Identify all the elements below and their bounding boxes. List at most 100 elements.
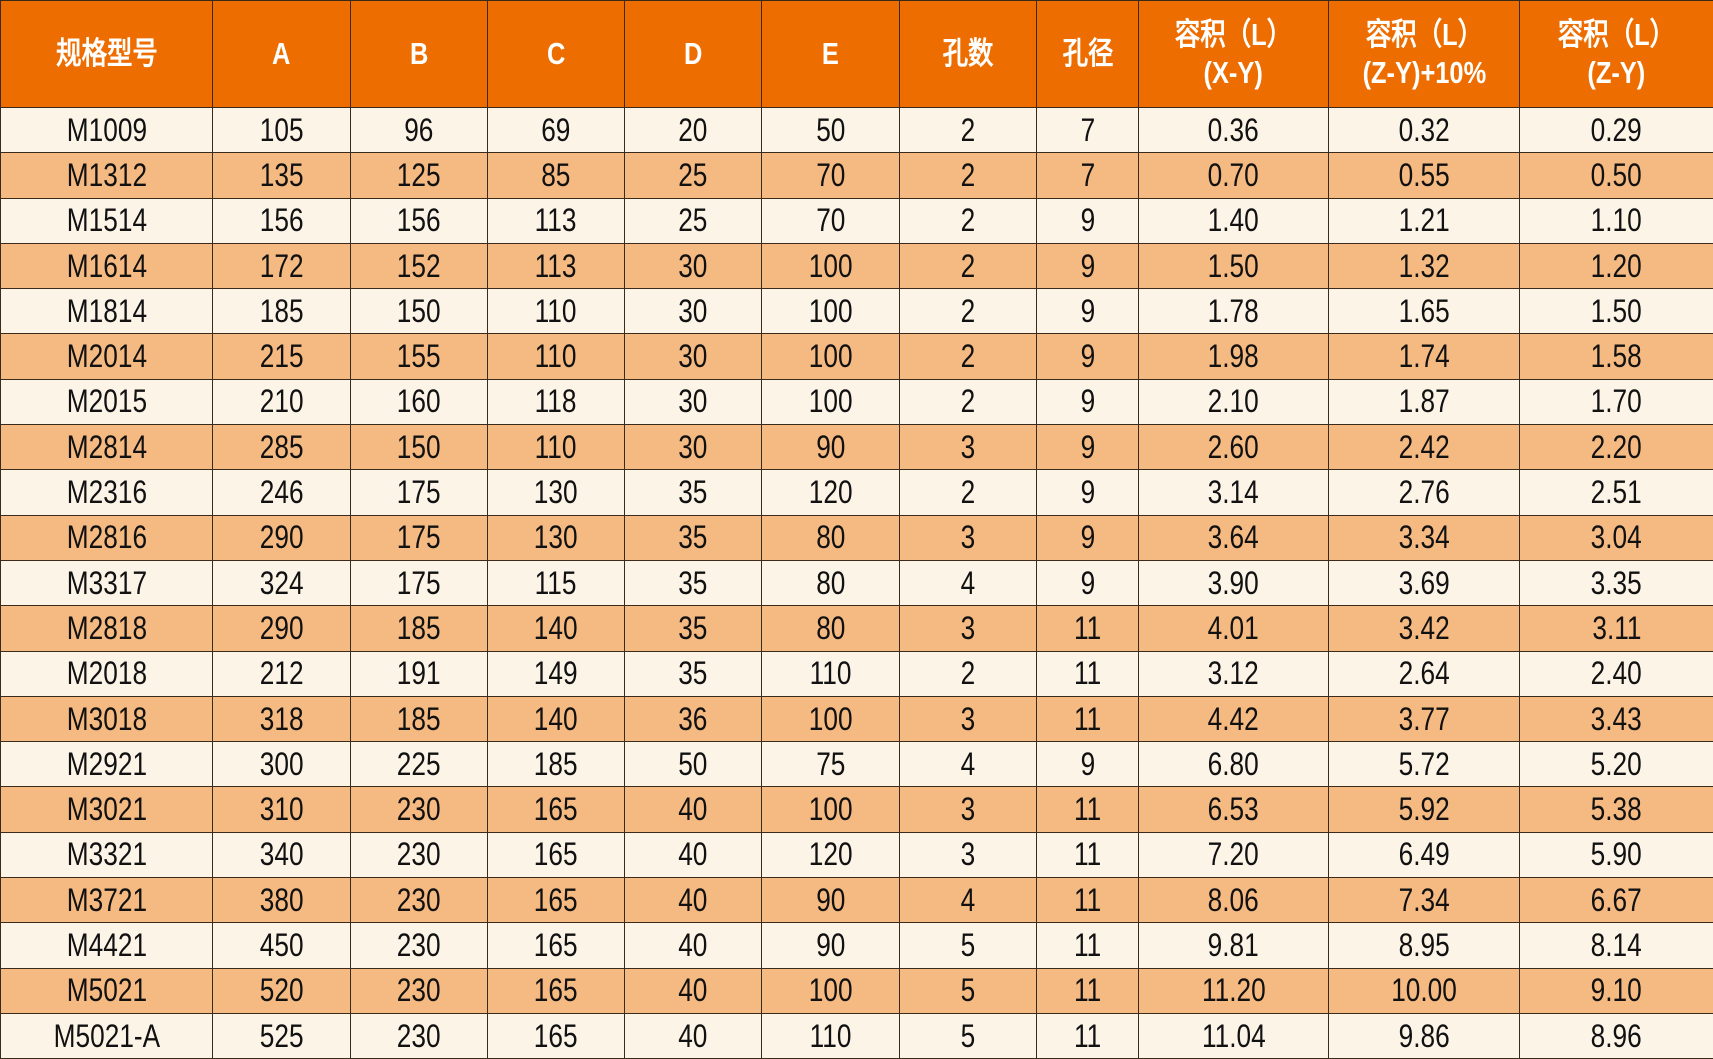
table-row: M2014 215 155 110 30 100 2 9 1.98 1.74 1.58 xyxy=(0,333,1713,380)
table-cell: 230 xyxy=(350,1012,488,1059)
cell-value: 1.65 xyxy=(1398,292,1450,329)
table-cell: 90 xyxy=(761,922,900,969)
table-cell: 9.86 xyxy=(1328,1012,1520,1059)
table-cell: 8.14 xyxy=(1519,922,1713,969)
table-cell: 3 xyxy=(899,605,1037,652)
table-cell: 1.87 xyxy=(1328,378,1520,426)
table-cell: 1.65 xyxy=(1328,288,1520,335)
cell-value: 9.81 xyxy=(1207,926,1260,963)
cell-value: 115 xyxy=(535,564,577,601)
column-header: 孔径 xyxy=(1036,0,1139,108)
cell-value: 3.42 xyxy=(1398,609,1450,646)
table-cell: 230 xyxy=(350,877,488,924)
table-cell: 70 xyxy=(761,152,900,199)
cell-value: 3.90 xyxy=(1207,564,1260,601)
cell-value: 3 xyxy=(960,836,976,873)
table-cell: 3.90 xyxy=(1138,559,1329,607)
table-cell: 9 xyxy=(1036,514,1139,561)
table-cell: 40 xyxy=(624,877,762,924)
cell-value: 135 xyxy=(259,156,304,193)
cell-value: 324 xyxy=(259,564,304,601)
table-cell: 230 xyxy=(350,831,488,879)
table-cell: 7 xyxy=(1036,106,1139,154)
table-cell: 5 xyxy=(899,1012,1037,1059)
table-cell: 0.55 xyxy=(1328,152,1520,199)
cell-value: 2 xyxy=(960,156,976,193)
cell-value: 8.06 xyxy=(1207,881,1260,918)
table-cell: 9 xyxy=(1036,288,1139,335)
table-cell: 2 xyxy=(899,333,1037,380)
table-cell: 165 xyxy=(487,967,625,1014)
cell-value: 1.70 xyxy=(1590,383,1643,420)
table-cell: 230 xyxy=(350,922,488,969)
table-cell: 90 xyxy=(761,877,900,924)
table-cell: 9 xyxy=(1036,559,1139,607)
table-cell: 35 xyxy=(624,514,762,561)
table-row: M5021-A 525 230 165 40 110 5 11 11.04 9.86 8.96 xyxy=(0,1012,1713,1059)
cell-value: 140 xyxy=(534,700,578,737)
table-cell: 1.21 xyxy=(1328,197,1520,244)
cell-value: 30 xyxy=(678,338,708,375)
cell-value: 100 xyxy=(808,338,853,375)
table-cell: 175 xyxy=(350,469,488,516)
table-cell: 100 xyxy=(761,288,900,335)
table-cell: 90 xyxy=(761,424,900,471)
cell-value: 30 xyxy=(678,292,708,329)
table-cell: 185 xyxy=(212,288,351,335)
table-cell: 35 xyxy=(624,605,762,652)
table-cell: M3721 xyxy=(0,877,213,924)
table-cell: 6.67 xyxy=(1519,877,1713,924)
cell-value: 10.00 xyxy=(1391,972,1457,1009)
table-cell: 120 xyxy=(761,831,900,879)
table-cell: 149 xyxy=(487,650,625,697)
cell-value: 0.29 xyxy=(1590,111,1643,148)
cell-value: 2.40 xyxy=(1590,655,1643,692)
cell-value: M2316 xyxy=(66,474,147,511)
cell-value: 1.20 xyxy=(1590,247,1643,284)
table-cell: 3 xyxy=(899,831,1037,879)
cell-value: M3021 xyxy=(66,791,147,828)
table-cell: 80 xyxy=(761,559,900,607)
cell-value: M3317 xyxy=(66,564,147,601)
table-cell: 125 xyxy=(350,152,488,199)
cell-value: 118 xyxy=(535,383,577,420)
cell-value: 11 xyxy=(1073,609,1102,646)
table-cell: 11.20 xyxy=(1138,967,1329,1014)
cell-value: 191 xyxy=(397,655,441,692)
cell-value: 152 xyxy=(397,247,441,284)
cell-value: 2.64 xyxy=(1398,655,1450,692)
cell-value: 2 xyxy=(960,655,976,692)
cell-value: 11.04 xyxy=(1201,1017,1266,1054)
cell-value: 160 xyxy=(397,383,441,420)
table-row: M3721 380 230 165 40 90 4 11 8.06 7.34 6.67 xyxy=(0,877,1713,924)
cell-value: 100 xyxy=(808,383,853,420)
table-cell: 3.77 xyxy=(1328,695,1520,743)
table-cell: 4 xyxy=(899,741,1037,788)
table-cell: 0.50 xyxy=(1519,152,1713,199)
column-header: B xyxy=(350,0,488,108)
table-cell: M2014 xyxy=(0,333,213,380)
table-cell: 3.11 xyxy=(1519,605,1713,652)
table-cell: 2 xyxy=(899,152,1037,199)
table-cell: 185 xyxy=(487,741,625,788)
table-cell: 156 xyxy=(212,197,351,244)
cell-value: 2.51 xyxy=(1590,474,1643,511)
table-cell: 5.90 xyxy=(1519,831,1713,879)
cell-value: 4 xyxy=(960,881,976,918)
cell-value: 110 xyxy=(535,338,577,375)
table-cell: 10.00 xyxy=(1328,967,1520,1014)
table-cell: 100 xyxy=(761,786,900,833)
table-cell: 290 xyxy=(212,605,351,652)
cell-value: 125 xyxy=(397,156,441,193)
table-cell: 165 xyxy=(487,786,625,833)
cell-value: 70 xyxy=(815,202,846,239)
table-cell: 118 xyxy=(487,378,625,426)
table-cell: 100 xyxy=(761,242,900,290)
cell-value: 3 xyxy=(960,700,976,737)
cell-value: 1.98 xyxy=(1207,338,1260,375)
cell-value: 7 xyxy=(1080,111,1095,148)
table-cell: M3021 xyxy=(0,786,213,833)
cell-value: 3 xyxy=(960,609,976,646)
table-cell: 3.04 xyxy=(1519,514,1713,561)
table-cell: 113 xyxy=(487,197,625,244)
